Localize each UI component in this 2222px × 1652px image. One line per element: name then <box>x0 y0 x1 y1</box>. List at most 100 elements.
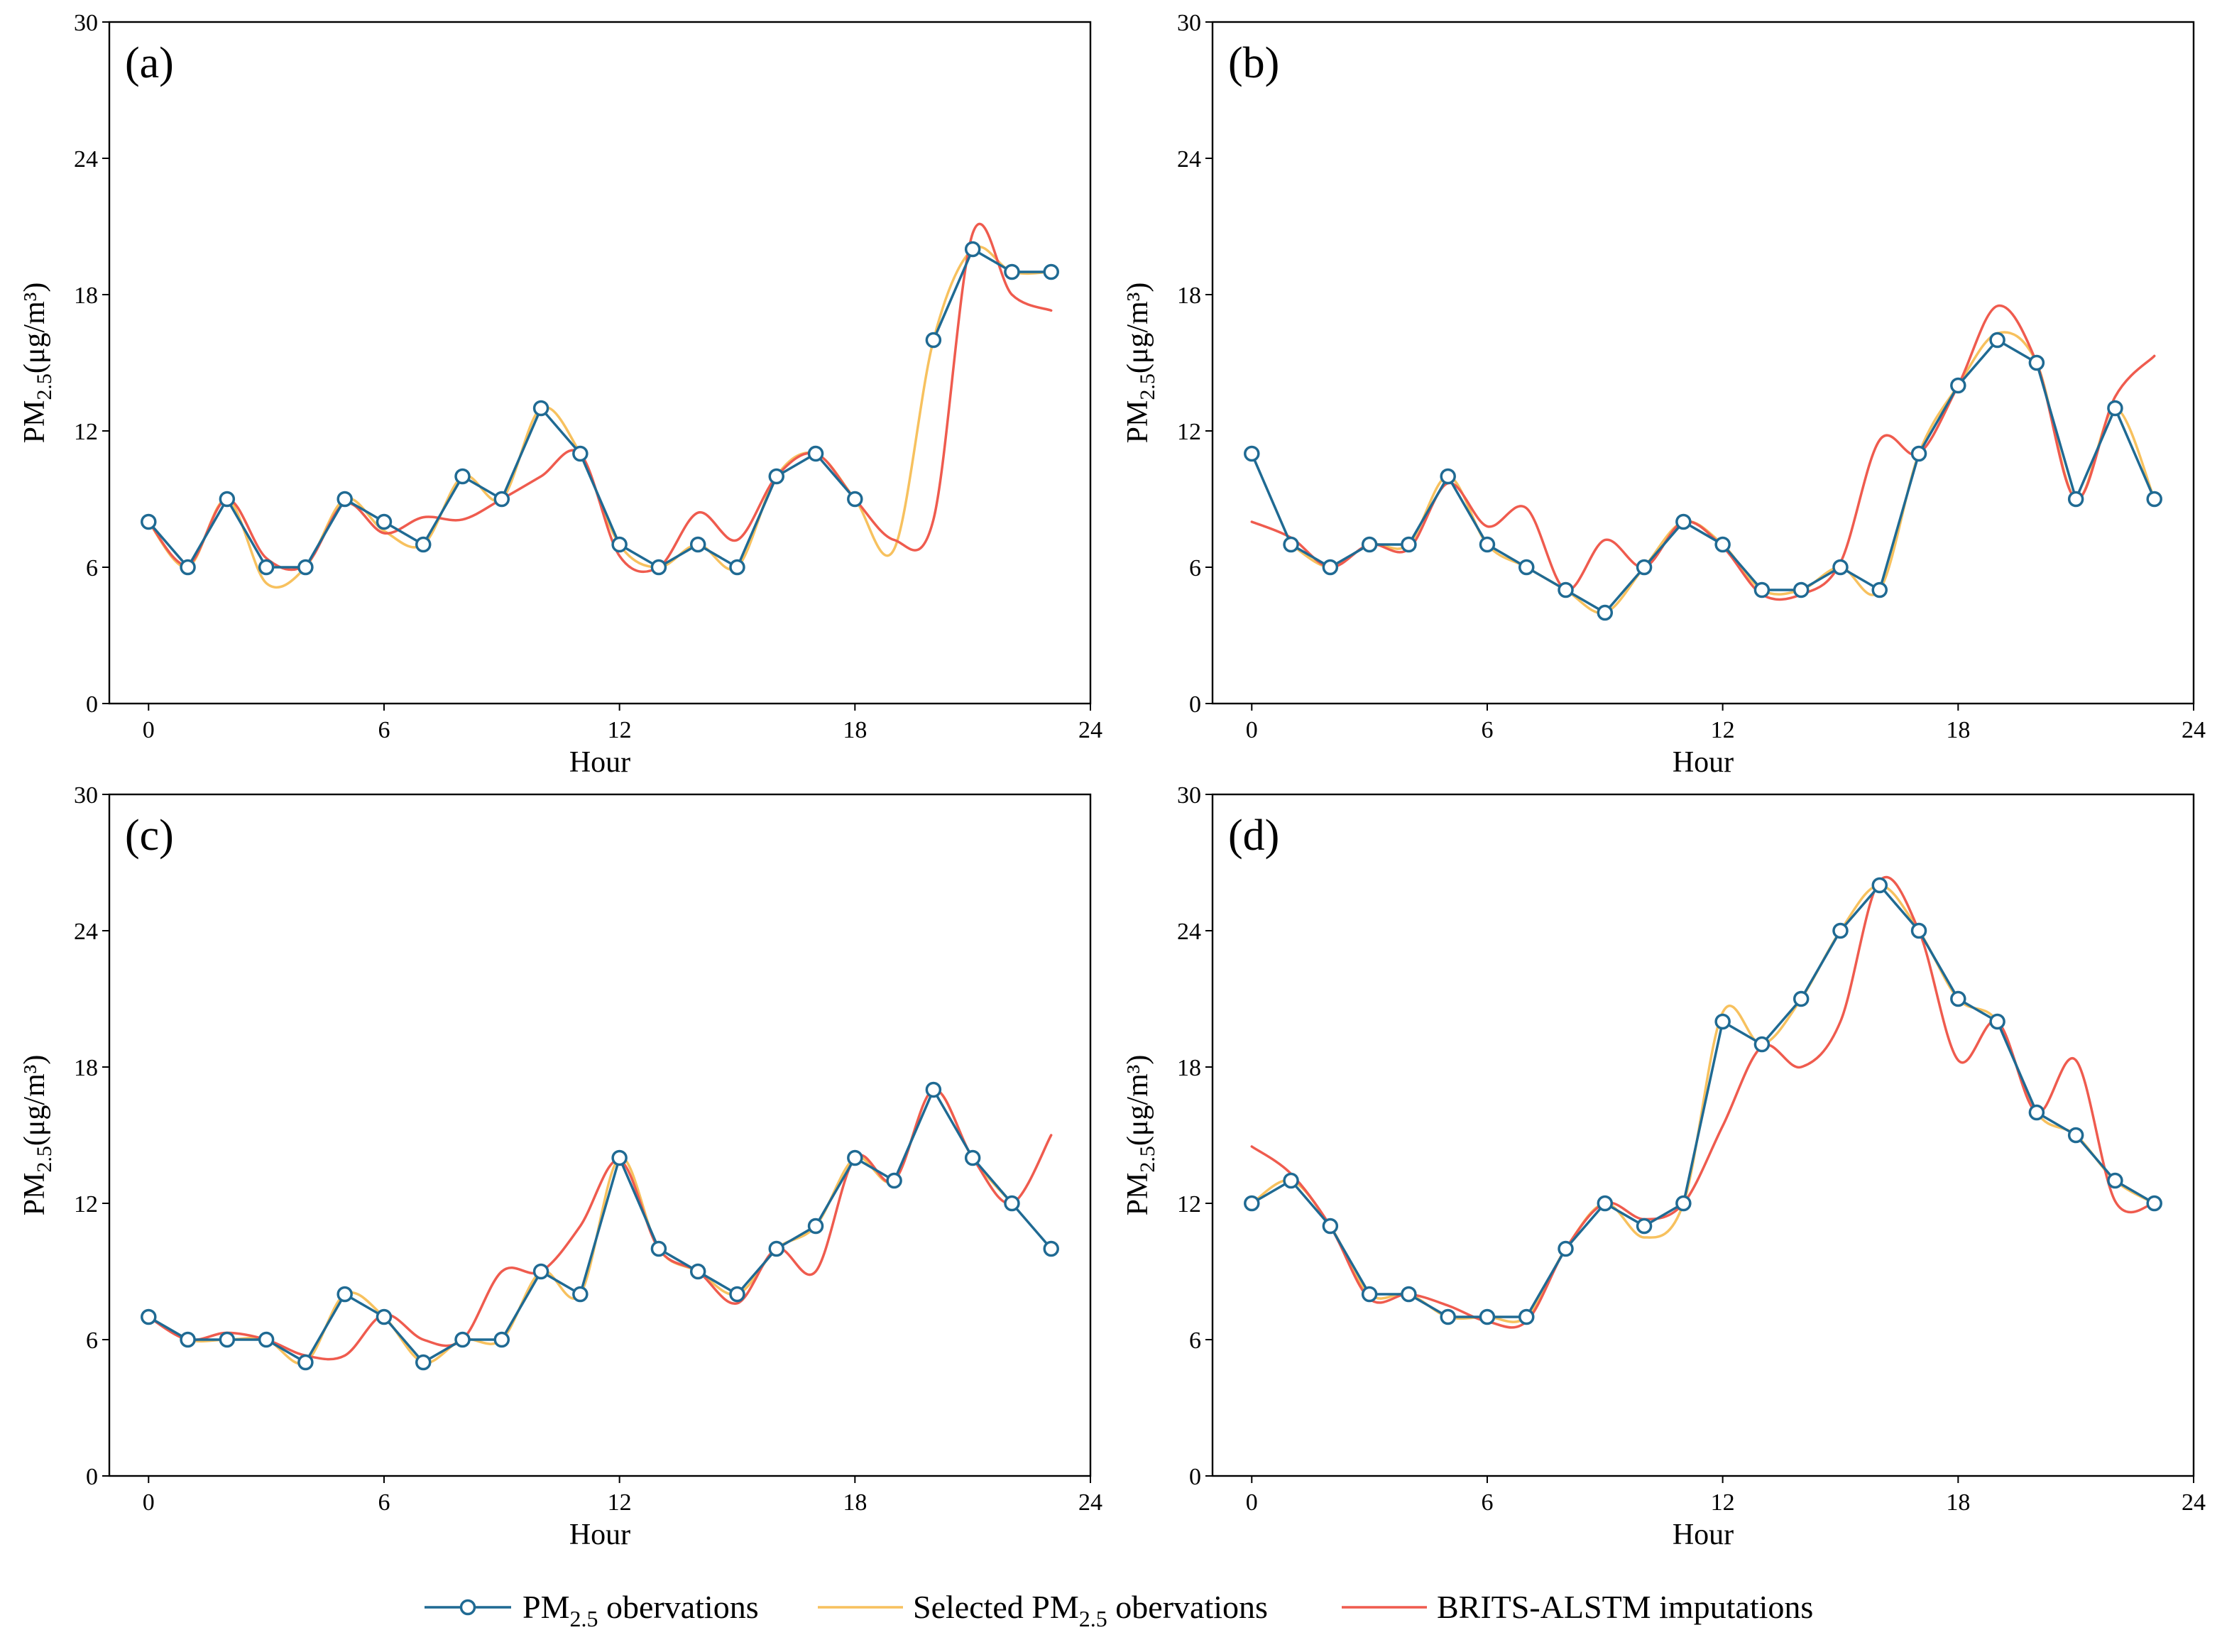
observation-point <box>1322 559 1339 576</box>
observation-point <box>2067 1127 2084 1144</box>
y-axis-label-sub: 2.5 <box>33 373 56 400</box>
y-tick-label: 18 <box>1177 1055 1201 1081</box>
x-tick-label: 0 <box>1246 1489 1258 1516</box>
x-tick-label: 24 <box>2182 717 2206 743</box>
y-tick-label: 12 <box>1177 1191 1201 1218</box>
observation-point <box>532 1263 549 1280</box>
observation-point <box>964 1149 981 1166</box>
observation-point <box>532 400 549 417</box>
observation-point <box>376 1308 393 1325</box>
observation-point <box>2146 1195 2162 1212</box>
observation-point <box>729 559 745 576</box>
observation-point <box>2107 400 2123 417</box>
y-tick-label: 0 <box>86 691 98 718</box>
x-tick-label: 6 <box>378 717 390 743</box>
y-tick-label: 24 <box>1177 146 1201 173</box>
y-tick-label: 30 <box>1177 10 1201 36</box>
panel-c: 0 6 12 18 24 30 0 6 12 18 24 Hour PM2.5(μg/m³) (c) <box>18 782 1102 1551</box>
observation-point <box>1440 468 1456 485</box>
y-axis-label-unit: (μg/m³) <box>18 283 51 373</box>
observation-point <box>454 1331 471 1348</box>
y-tick-label: 6 <box>1189 555 1201 581</box>
legend-selected-label-rest: obervations <box>1107 1589 1268 1625</box>
series-observation-line <box>1250 339 2156 614</box>
y-tick-label: 24 <box>74 146 98 173</box>
observation-point <box>454 468 471 485</box>
observation-point <box>1401 536 1417 553</box>
observation-point <box>2146 491 2162 508</box>
panel-d: 0 6 12 18 24 30 0 6 12 18 24 Hour PM2.5(μg/m³) (d) <box>1122 782 2206 1551</box>
observation-point <box>1714 1013 1731 1030</box>
y-axis-label-unit: (μg/m³) <box>1122 1055 1154 1146</box>
legend-observation-label-rest: obervations <box>598 1589 758 1625</box>
plot-frame <box>108 793 1092 1477</box>
observation-point <box>493 1331 510 1348</box>
legend-observation-label: PM2.5 obervations <box>522 1589 759 1631</box>
observation-point <box>1871 581 1888 598</box>
observation-point <box>1871 877 1888 894</box>
x-axis-label: Hour <box>1673 1519 1734 1551</box>
observation-point <box>141 1308 157 1325</box>
observation-point <box>1910 445 1927 462</box>
y-tick-label: 12 <box>74 1191 98 1218</box>
observation-point <box>886 1172 902 1189</box>
observation-point <box>1753 1036 1771 1053</box>
y-tick-label: 12 <box>74 419 98 445</box>
observation-point <box>258 559 275 576</box>
observation-point <box>807 445 824 462</box>
y-tick-label: 6 <box>86 1328 98 1354</box>
y-tick-label: 30 <box>1177 782 1201 809</box>
legend-selected-label-sub: 2.5 <box>1079 1606 1107 1631</box>
observation-point <box>1636 559 1653 576</box>
observation-point <box>141 513 157 530</box>
observation-point <box>1714 536 1731 553</box>
observation-point <box>572 445 589 462</box>
y-tick-label: 0 <box>1189 1464 1201 1490</box>
observation-point <box>258 1331 275 1348</box>
observation-point <box>376 513 393 530</box>
x-tick-label: 18 <box>1946 717 1970 743</box>
legend-imputation-label: BRITS-ALSTM imputations <box>1437 1589 1813 1625</box>
plot-frame <box>108 21 1092 705</box>
observation-point <box>1597 604 1614 621</box>
observation-point <box>1440 1308 1456 1325</box>
observation-point <box>1043 263 1059 280</box>
observation-point <box>572 1286 589 1303</box>
observation-point <box>1950 377 1966 394</box>
observation-point <box>847 491 863 508</box>
observation-point <box>180 1331 196 1348</box>
observation-point <box>807 1218 824 1235</box>
plot-frame <box>1211 21 2195 705</box>
x-tick-label: 24 <box>1078 717 1102 743</box>
observation-point <box>768 468 785 485</box>
y-tick-label: 24 <box>1177 919 1201 945</box>
observation-point <box>729 1286 745 1303</box>
observation-point <box>1043 1240 1059 1257</box>
series-selected-line <box>1289 331 2156 615</box>
x-tick-label: 18 <box>843 1489 867 1516</box>
x-axis-label: Hour <box>569 746 630 779</box>
observation-point <box>219 491 236 508</box>
x-tick-label: 12 <box>608 1489 632 1516</box>
observation-point <box>1832 559 1849 576</box>
observation-point <box>180 559 196 576</box>
plot-frame <box>1211 793 2195 1477</box>
legend-observation-marker <box>459 1599 476 1616</box>
observation-point <box>2067 491 2084 508</box>
y-tick-label: 12 <box>1177 419 1201 445</box>
x-tick-label: 6 <box>378 1489 390 1516</box>
observation-point <box>1361 1286 1378 1303</box>
x-tick-label: 24 <box>1078 1489 1102 1516</box>
y-axis-label-unit: (μg/m³) <box>1122 283 1154 373</box>
observation-point <box>415 1354 432 1371</box>
observation-point <box>1675 1195 1692 1212</box>
x-tick-label: 18 <box>843 717 867 743</box>
observation-point <box>847 1149 863 1166</box>
y-tick-label: 30 <box>74 782 98 809</box>
panel-label: (a) <box>125 39 174 87</box>
observation-point <box>1832 922 1849 939</box>
panel-label: (b) <box>1228 39 1279 87</box>
series-imputation-line <box>147 222 1053 574</box>
x-tick-label: 12 <box>1711 1489 1735 1516</box>
x-tick-label: 12 <box>608 717 632 743</box>
